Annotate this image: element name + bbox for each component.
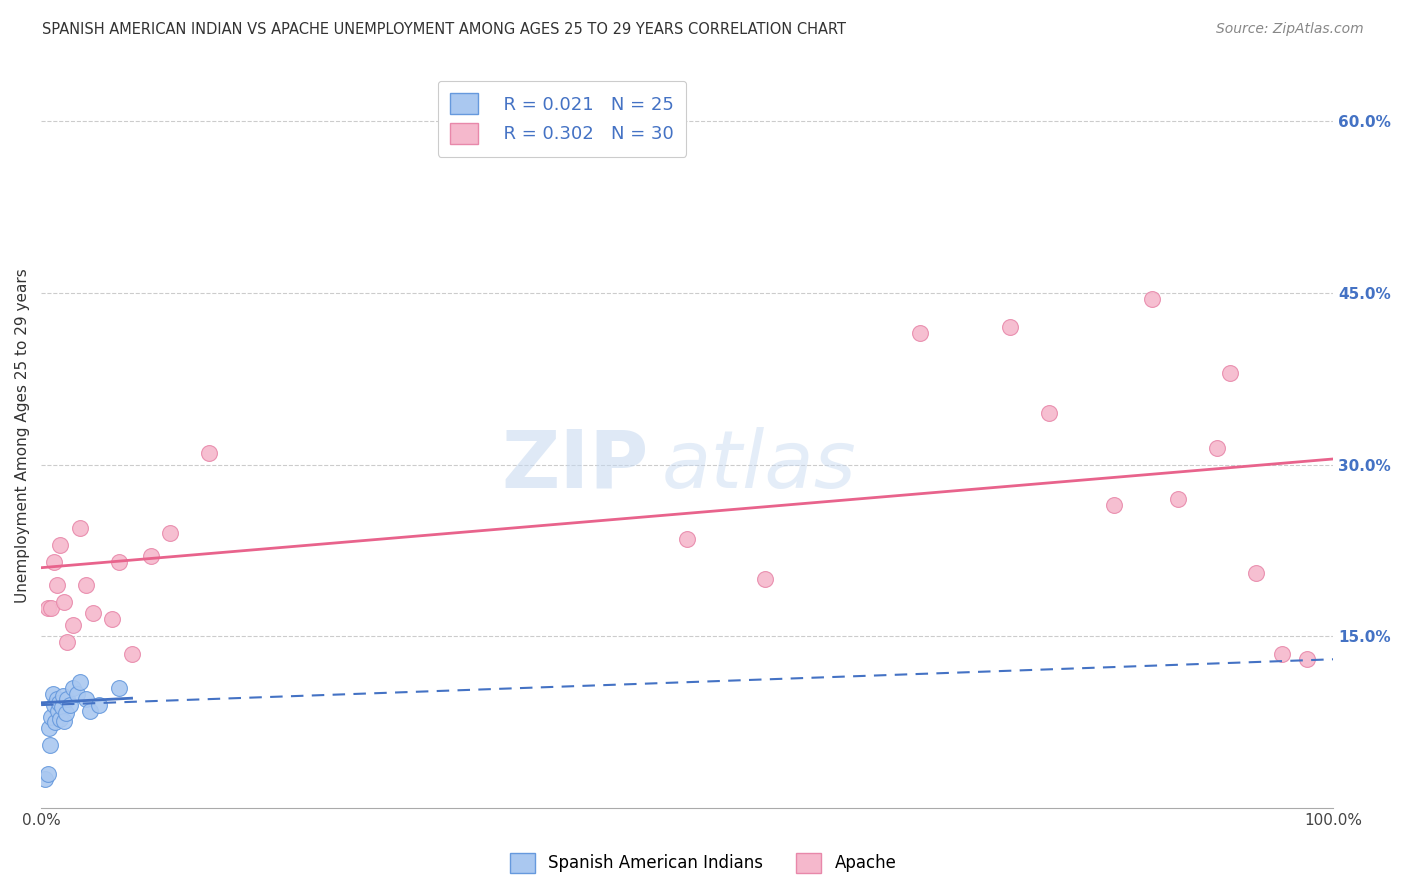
- Point: [1038, 406, 1060, 420]
- Point: [1102, 498, 1125, 512]
- Point: [49, 538, 72, 552]
- Point: [37, 766, 59, 780]
- Point: [69, 675, 91, 690]
- Point: [62, 618, 84, 632]
- Legend: Spanish American Indians, Apache: Spanish American Indians, Apache: [503, 847, 903, 880]
- Point: [45, 578, 67, 592]
- Point: [1000, 320, 1022, 334]
- Point: [52, 689, 75, 703]
- Point: [49, 712, 72, 726]
- Text: atlas: atlas: [661, 427, 856, 505]
- Point: [42, 687, 65, 701]
- Point: [139, 549, 162, 564]
- Point: [41, 709, 63, 723]
- Point: [1296, 652, 1319, 666]
- Point: [51, 700, 73, 714]
- Point: [42, 698, 65, 712]
- Y-axis label: Unemployment Among Ages 25 to 29 years: Unemployment Among Ages 25 to 29 years: [15, 268, 30, 604]
- Point: [39, 738, 62, 752]
- Point: [1244, 566, 1267, 581]
- Point: [56, 692, 79, 706]
- Point: [159, 526, 181, 541]
- Text: Source: ZipAtlas.com: Source: ZipAtlas.com: [1216, 22, 1364, 37]
- Point: [676, 532, 699, 546]
- Point: [53, 714, 76, 728]
- Point: [62, 681, 84, 695]
- Point: [75, 578, 97, 592]
- Point: [66, 687, 89, 701]
- Point: [1206, 441, 1229, 455]
- Point: [1167, 491, 1189, 506]
- Point: [107, 681, 129, 695]
- Point: [101, 612, 124, 626]
- Point: [1142, 292, 1164, 306]
- Point: [121, 647, 143, 661]
- Point: [41, 600, 63, 615]
- Point: [82, 607, 104, 621]
- Point: [58, 698, 80, 712]
- Point: [45, 692, 67, 706]
- Point: [48, 696, 70, 710]
- Point: [46, 704, 69, 718]
- Point: [75, 692, 97, 706]
- Point: [107, 555, 129, 569]
- Text: ZIP: ZIP: [501, 427, 648, 505]
- Point: [42, 555, 65, 569]
- Point: [37, 600, 59, 615]
- Point: [1271, 647, 1294, 661]
- Point: [55, 706, 77, 720]
- Point: [89, 698, 111, 712]
- Point: [908, 326, 931, 340]
- Point: [198, 446, 221, 460]
- Point: [44, 715, 66, 730]
- Point: [53, 595, 76, 609]
- Point: [34, 772, 56, 787]
- Point: [79, 704, 101, 718]
- Point: [69, 521, 91, 535]
- Legend:   R = 0.021   N = 25,   R = 0.302   N = 30: R = 0.021 N = 25, R = 0.302 N = 30: [437, 80, 686, 156]
- Point: [754, 572, 776, 586]
- Point: [1219, 366, 1241, 380]
- Point: [38, 721, 60, 735]
- Point: [56, 635, 79, 649]
- Text: SPANISH AMERICAN INDIAN VS APACHE UNEMPLOYMENT AMONG AGES 25 TO 29 YEARS CORRELA: SPANISH AMERICAN INDIAN VS APACHE UNEMPL…: [42, 22, 846, 37]
